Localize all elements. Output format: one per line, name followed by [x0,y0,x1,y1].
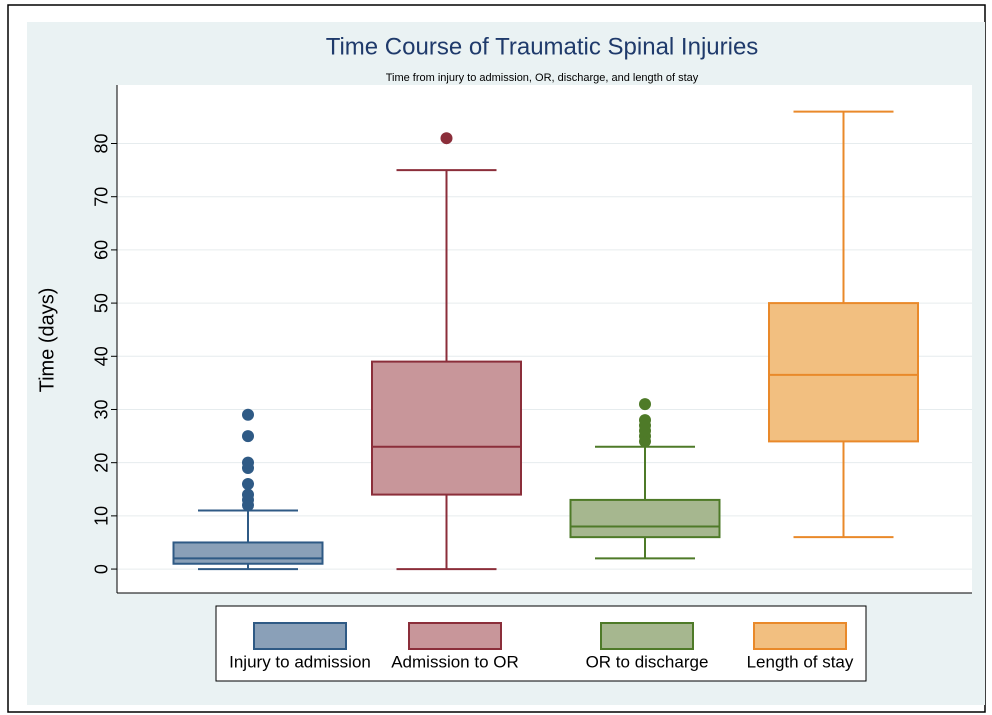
legend-label: OR to discharge [586,652,709,671]
box [569,498,721,539]
outlier [639,398,651,411]
outlier [242,430,254,443]
box [172,541,324,565]
chart-title: Time Course of Traumatic Spinal Injuries [326,33,759,60]
outlier [242,488,254,501]
chart-subtitle: Time from injury to admission, OR, disch… [386,72,699,84]
outlier [242,408,254,421]
y-tick-label: 80 [92,133,112,153]
box [371,360,522,496]
outlier [639,414,651,427]
box [768,302,919,443]
y-tick-label: 30 [92,399,112,419]
y-tick-label: 60 [92,240,112,260]
legend-label: Injury to admission [229,652,371,671]
legend-swatch [408,622,502,650]
y-tick-label: 10 [92,506,112,526]
legend-swatch [753,622,847,650]
y-tick-label: 0 [92,564,112,574]
outlier [242,456,254,469]
legend-label: Length of stay [747,652,854,671]
legend-swatch [600,622,694,650]
outlier [242,477,254,490]
y-tick-label: 20 [92,453,112,473]
legend-label: Admission to OR [391,652,519,671]
y-tick-label: 70 [92,187,112,207]
outlier [440,132,453,145]
y-tick-label: 50 [92,293,112,313]
y-tick-label: 40 [92,346,112,366]
legend-swatch [253,622,347,650]
y-axis-label: Time (days) [36,288,58,393]
